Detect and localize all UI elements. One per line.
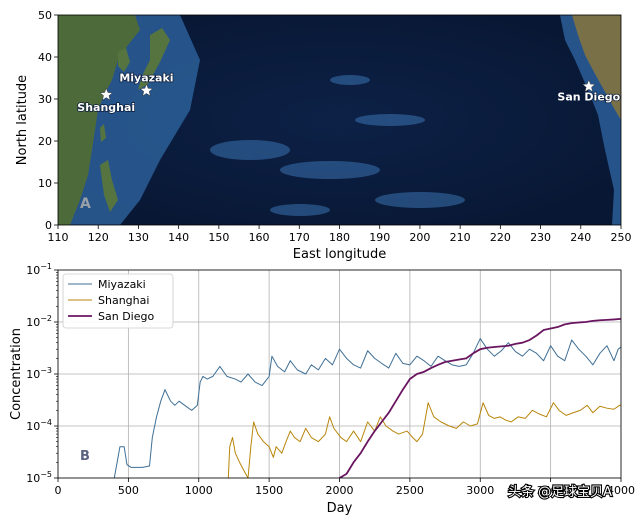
x-axis-label: Day xyxy=(327,501,353,516)
map-y-ticks: 0 10 20 30 40 50 xyxy=(38,9,58,232)
map-x-tick-label: 120 xyxy=(88,231,109,244)
legend: Miyazaki Shanghai San Diego xyxy=(62,273,174,329)
y-tick-label: 10−5 xyxy=(26,470,52,485)
map-y-tick-label: 40 xyxy=(38,51,52,64)
map-point-label: Shanghai xyxy=(77,101,135,114)
map-x-tick-label: 230 xyxy=(530,231,551,244)
map-x-tick-label: 250 xyxy=(611,231,632,244)
x-tick-label: 1500 xyxy=(255,484,283,497)
x-ticks: 0 500 1000 1500 2000 2500 3000 3500 4000 xyxy=(55,478,635,497)
map-x-tick-label: 130 xyxy=(128,231,149,244)
asia-land xyxy=(58,15,140,225)
america-land xyxy=(572,15,621,120)
x-tick-label: 4000 xyxy=(607,484,635,497)
legend-label: Shanghai xyxy=(98,294,149,307)
y-tick-label: 10−3 xyxy=(26,366,52,381)
panel-a-label: A xyxy=(80,196,91,212)
map-x-tick-label: 190 xyxy=(369,231,390,244)
y-tick-label: 10−2 xyxy=(26,314,52,329)
legend-box xyxy=(62,273,174,329)
x-tick-label: 2500 xyxy=(396,484,424,497)
series-line-san-diego xyxy=(339,317,621,478)
map-point-label: Miyazaki xyxy=(119,72,173,85)
x-tick-label: 3500 xyxy=(537,484,565,497)
map-panel: A Shanghai Miyazaki San Diego 110 120 130 140… xyxy=(15,9,632,262)
star-marker-icon xyxy=(139,83,154,97)
panel-b-label: B xyxy=(80,449,90,464)
concentration-panel: B 0 500 1000 1500 2000 2500 3000 3500 4000 10−51… xyxy=(9,262,635,516)
map-y-tick-label: 0 xyxy=(45,219,52,232)
series-lines xyxy=(113,317,621,478)
map-y-axis-label: North latitude xyxy=(15,75,30,165)
series-line-shanghai xyxy=(227,402,621,478)
map-y-tick-label: 10 xyxy=(38,177,52,190)
map-markers: Shanghai Miyazaki San Diego xyxy=(77,71,622,115)
legend-label: Miyazaki xyxy=(98,278,146,291)
y-tick-label: 10−1 xyxy=(26,262,52,277)
map-x-tick-label: 210 xyxy=(450,231,471,244)
philippines-land xyxy=(100,160,118,212)
map-x-ticks: 110 120 130 140 150 160 170 180 190 200 210 220 230 2… xyxy=(48,225,632,244)
map-x-tick-label: 160 xyxy=(249,231,270,244)
map-x-tick-label: 170 xyxy=(289,231,310,244)
x-tick-label: 0 xyxy=(55,484,62,497)
korea-land xyxy=(118,48,130,72)
y-ticks: 10−5 10−4 10−3 10−2 10−1 xyxy=(26,262,58,485)
japan-land xyxy=(138,28,170,90)
map-x-tick-label: 180 xyxy=(329,231,350,244)
map-x-axis-label: East longitude xyxy=(293,247,386,262)
map-x-tick-label: 150 xyxy=(208,231,229,244)
y-axis-label: Concentration xyxy=(9,328,24,420)
map-x-tick-label: 220 xyxy=(490,231,511,244)
map-x-tick-label: 110 xyxy=(48,231,69,244)
map-y-tick-label: 20 xyxy=(38,135,52,148)
x-tick-label: 1000 xyxy=(185,484,213,497)
y-tick-label: 10−4 xyxy=(26,418,52,433)
series-line-miyazaki xyxy=(113,338,621,478)
pacific-reefs xyxy=(210,75,465,216)
watermark-text: 头条 @足球宝贝A xyxy=(508,484,612,500)
map-x-tick-label: 200 xyxy=(409,231,430,244)
legend-label: San Diego xyxy=(98,310,154,323)
star-marker-icon xyxy=(99,87,113,101)
map-point-label: San Diego xyxy=(557,90,620,103)
x-tick-label: 2000 xyxy=(326,484,354,497)
map-y-tick-label: 30 xyxy=(38,93,52,106)
map-x-tick-label: 140 xyxy=(168,231,189,244)
map-background xyxy=(58,15,621,225)
x-tick-label: 3000 xyxy=(466,484,494,497)
map-x-tick-label: 240 xyxy=(570,231,591,244)
map-y-tick-label: 50 xyxy=(38,9,52,22)
star-marker-icon xyxy=(582,79,596,93)
x-tick-label: 500 xyxy=(118,484,139,497)
taiwan-land xyxy=(100,124,106,142)
